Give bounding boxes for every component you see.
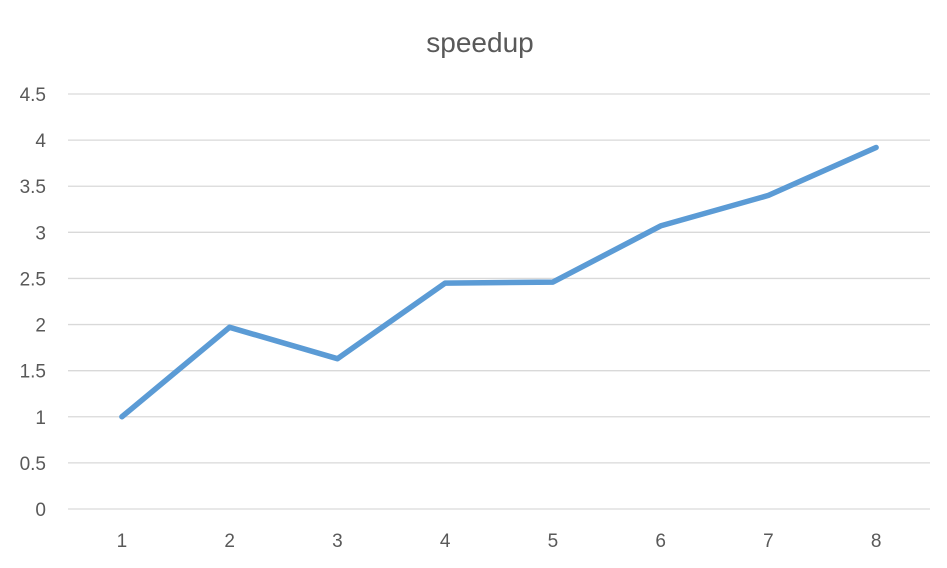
- x-tick-label: 2: [224, 531, 235, 552]
- y-tick-label: 3: [35, 223, 46, 244]
- x-tick-label: 1: [117, 531, 128, 552]
- series-line: [119, 144, 879, 420]
- y-tick-label: 0: [35, 500, 46, 521]
- x-tick-label: 8: [871, 531, 882, 552]
- y-axis-ticks: 0 0.5 1 1.5 2 2.5 3 3.5 4 4.5: [20, 85, 47, 521]
- x-tick-label: 5: [548, 531, 559, 552]
- x-tick-label: 6: [655, 531, 666, 552]
- x-axis-ticks: 1 2 3 4 5 6 7 8: [117, 531, 882, 552]
- chart-title: speedup: [426, 27, 533, 58]
- x-tick-label: 7: [763, 531, 774, 552]
- x-tick-label: 4: [440, 531, 451, 552]
- y-tick-label: 1.5: [20, 362, 46, 383]
- y-tick-label: 0.5: [20, 454, 46, 475]
- x-tick-label: 3: [332, 531, 343, 552]
- y-tick-label: 1: [35, 408, 46, 429]
- y-tick-label: 4.5: [20, 85, 46, 106]
- y-tick-label: 3.5: [20, 177, 46, 198]
- y-tick-label: 4: [35, 131, 46, 152]
- gridlines: [68, 93, 930, 510]
- y-tick-label: 2: [35, 316, 46, 337]
- y-tick-label: 2.5: [20, 269, 46, 290]
- series-layer: [119, 144, 879, 420]
